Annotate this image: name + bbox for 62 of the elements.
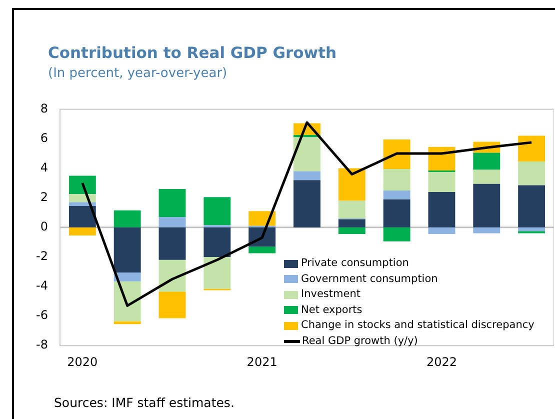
bar [518, 185, 546, 228]
bar [428, 172, 456, 192]
bar [338, 227, 366, 234]
bar [428, 227, 456, 234]
y-tick-label: 4 [40, 160, 48, 174]
bar [338, 200, 366, 219]
source-note: Sources: IMF staff estimates. [54, 395, 234, 410]
bar [428, 192, 456, 228]
y-tick-label: -6 [36, 308, 48, 322]
bar [294, 137, 320, 172]
bar [114, 210, 141, 228]
y-tick-label: 8 [40, 101, 48, 116]
bar [204, 227, 231, 257]
bar [383, 199, 410, 228]
bar [68, 206, 96, 228]
bar [248, 211, 276, 226]
legend-label: Private consumption [301, 256, 409, 271]
chart-subtitle: (In percent, year-over-year) [48, 66, 228, 81]
bar [114, 281, 141, 322]
bar [383, 190, 410, 200]
bar [338, 219, 366, 228]
bar [68, 227, 96, 236]
bar [518, 136, 546, 162]
bar [248, 246, 276, 254]
legend-label: Investment [301, 287, 360, 302]
bar [473, 184, 500, 228]
bar [383, 169, 410, 190]
bar [158, 292, 186, 318]
bar [473, 227, 500, 234]
bar [473, 152, 500, 170]
legend-label: Net exports [301, 302, 362, 318]
bar [114, 272, 141, 282]
x-tick-label: 2021 [246, 354, 278, 369]
bar [158, 217, 186, 228]
bar [383, 227, 410, 242]
y-tick-label: -4 [36, 278, 48, 293]
legend-label: Real GDP growth (y/y) [302, 334, 418, 348]
bar [204, 256, 231, 289]
bar [158, 188, 186, 218]
bar [473, 170, 500, 184]
x-tick-label: 2022 [426, 354, 457, 369]
y-tick-label: 0 [40, 220, 48, 234]
bar [294, 180, 320, 228]
bar [114, 227, 141, 272]
bar [518, 162, 546, 186]
bar [68, 176, 96, 194]
bar [518, 227, 546, 232]
x-tick-label: 2020 [67, 354, 98, 369]
y-tick-label: -8 [36, 338, 48, 352]
bar [68, 194, 96, 202]
bar [204, 197, 231, 226]
chart-title: Contribution to Real GDP Growth [48, 44, 337, 62]
legend-label: Change in stocks and statistical discrepancy [301, 318, 534, 333]
bar [338, 168, 366, 201]
bar [383, 139, 410, 170]
legend-label: Government consumption [301, 272, 438, 286]
y-tick-label: -2 [36, 249, 48, 264]
y-tick-label: 6 [40, 130, 48, 145]
y-tick-label: 2 [40, 190, 48, 204]
bar [294, 171, 320, 180]
bar [114, 321, 141, 324]
bar [158, 227, 186, 260]
